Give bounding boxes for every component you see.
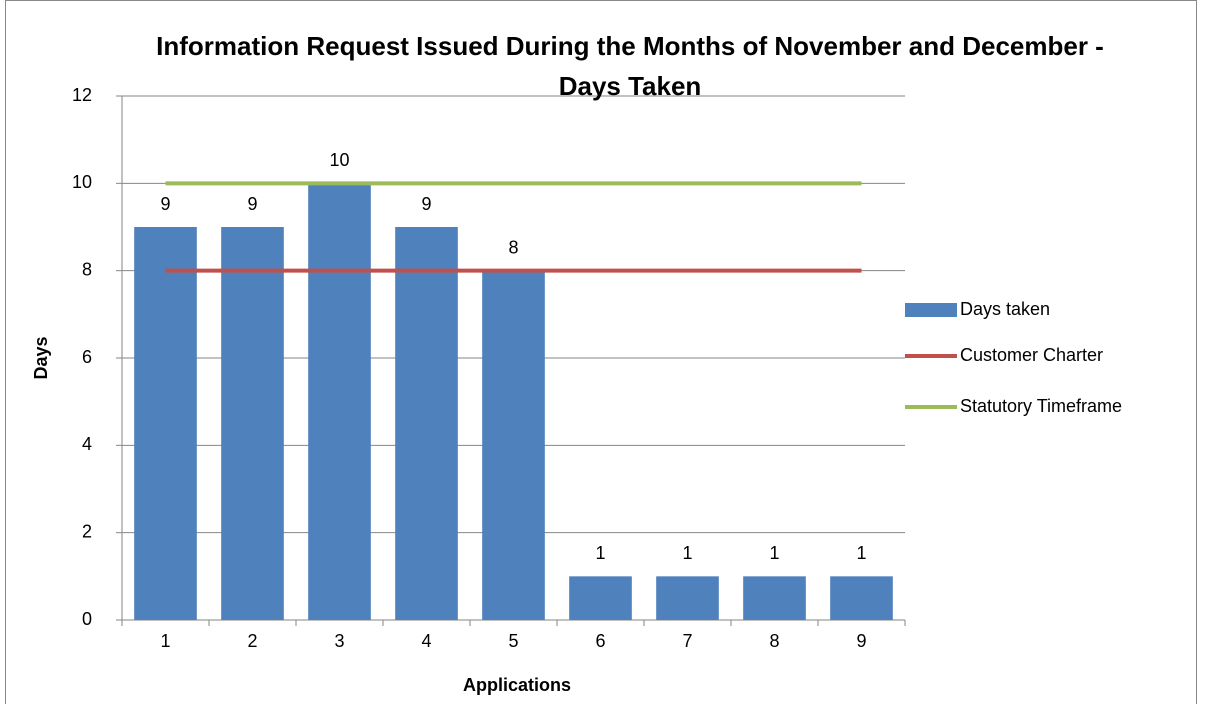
y-tick-label: 0	[82, 609, 92, 629]
data-label: 1	[856, 543, 866, 563]
x-tick-label: 1	[160, 631, 170, 651]
frame	[5, 0, 1197, 704]
bar	[134, 227, 197, 620]
bar	[656, 576, 719, 620]
y-tick-label: 12	[72, 85, 92, 105]
chart-title: Information Request Issued During the Mo…	[156, 31, 1104, 101]
y-tick-label: 2	[82, 521, 92, 541]
bar	[569, 576, 632, 620]
bar	[395, 227, 458, 620]
data-label: 1	[682, 543, 692, 563]
bar	[743, 576, 806, 620]
x-tick-label: 3	[334, 631, 344, 651]
y-tick-label: 8	[82, 259, 92, 279]
x-tick-label: 7	[682, 631, 692, 651]
x-tick-label: 6	[595, 631, 605, 651]
x-tick-label: 9	[856, 631, 866, 651]
data-label: 9	[247, 194, 257, 214]
y-tick-label: 4	[82, 434, 92, 454]
data-label: 1	[769, 543, 779, 563]
y-tick-label: 10	[72, 172, 92, 192]
x-axis-label: Applications	[463, 675, 571, 695]
bar	[221, 227, 284, 620]
legend-label: Days taken	[960, 299, 1050, 319]
x-tick-label: 5	[508, 631, 518, 651]
data-label: 1	[595, 543, 605, 563]
x-tick-label: 8	[769, 631, 779, 651]
y-tick-label: 6	[82, 347, 92, 367]
x-tick-label: 2	[247, 631, 257, 651]
data-label: 10	[329, 150, 349, 170]
bar	[482, 270, 545, 620]
data-label: 8	[508, 237, 518, 257]
legend-label: Customer Charter	[960, 345, 1103, 365]
y-axis-label: Days	[31, 336, 51, 379]
x-tick-label: 4	[421, 631, 431, 651]
bar	[830, 576, 893, 620]
data-label: 9	[421, 194, 431, 214]
legend-label: Statutory Timeframe	[960, 396, 1122, 416]
data-label: 9	[160, 194, 170, 214]
bar	[308, 183, 371, 621]
legend-swatch	[905, 303, 957, 317]
